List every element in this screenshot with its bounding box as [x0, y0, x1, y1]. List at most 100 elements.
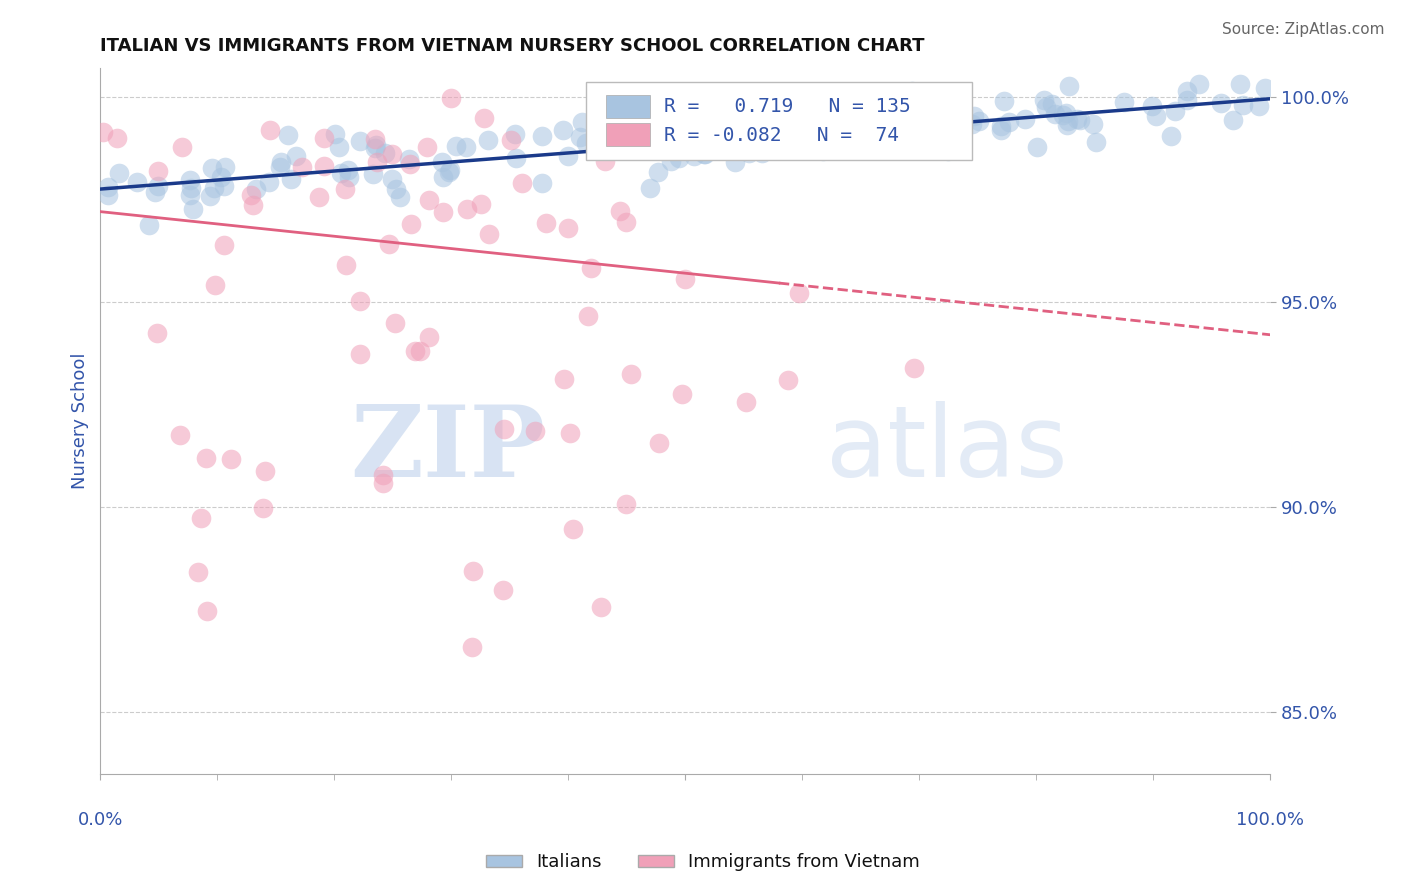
Point	[838, 103, 860, 118]
Point	[105, 131, 128, 145]
Point	[333, 182, 356, 196]
Point	[169, 427, 191, 442]
Point	[145, 326, 167, 341]
Point	[389, 190, 412, 204]
Point	[418, 330, 440, 344]
Point	[640, 180, 662, 194]
Point	[108, 166, 131, 180]
Point	[960, 117, 983, 131]
Point	[245, 182, 267, 196]
Point	[706, 110, 728, 124]
Point	[127, 175, 149, 189]
Point	[807, 102, 830, 116]
Point	[1140, 99, 1163, 113]
Point	[571, 115, 593, 129]
Point	[792, 112, 814, 127]
Point	[364, 138, 387, 153]
Point	[579, 260, 602, 275]
Point	[143, 185, 166, 199]
Legend: Italians, Immigrants from Vietnam: Italians, Immigrants from Vietnam	[478, 847, 928, 879]
Point	[259, 123, 281, 137]
Point	[738, 146, 761, 161]
Point	[673, 272, 696, 286]
Text: ZIP: ZIP	[350, 401, 546, 498]
Point	[381, 171, 404, 186]
Point	[398, 153, 420, 167]
Point	[551, 122, 574, 136]
Point	[609, 203, 631, 218]
Point	[492, 422, 515, 436]
Point	[927, 120, 949, 134]
Point	[733, 117, 755, 131]
Point	[914, 120, 936, 134]
Point	[257, 175, 280, 189]
Point	[385, 182, 408, 196]
Point	[703, 119, 725, 133]
Point	[593, 153, 616, 168]
Point	[693, 147, 716, 161]
Point	[371, 476, 394, 491]
Point	[963, 109, 986, 123]
FancyBboxPatch shape	[606, 95, 651, 118]
Point	[787, 286, 810, 301]
Text: R = -0.082   N =  74: R = -0.082 N = 74	[664, 126, 900, 145]
Point	[1026, 140, 1049, 154]
Point	[1112, 95, 1135, 110]
Point	[1045, 107, 1067, 121]
Point	[242, 198, 264, 212]
Point	[1057, 79, 1080, 94]
Point	[530, 128, 553, 143]
Point	[575, 136, 598, 150]
Point	[1160, 128, 1182, 143]
Point	[349, 347, 371, 361]
Point	[1035, 100, 1057, 114]
Point	[361, 168, 384, 182]
Point	[534, 216, 557, 230]
Point	[398, 157, 420, 171]
Point	[314, 131, 336, 145]
Text: ITALIAN VS IMMIGRANTS FROM VIETNAM NURSERY SCHOOL CORRELATION CHART: ITALIAN VS IMMIGRANTS FROM VIETNAM NURSE…	[100, 37, 925, 55]
Point	[776, 373, 799, 387]
Point	[349, 134, 371, 148]
Point	[728, 137, 751, 152]
Point	[1211, 95, 1233, 110]
Point	[432, 154, 454, 169]
Point	[932, 114, 955, 128]
Point	[735, 395, 758, 409]
Point	[993, 95, 1015, 109]
Point	[312, 159, 335, 173]
Point	[723, 155, 745, 169]
FancyBboxPatch shape	[606, 123, 651, 146]
Text: atlas: atlas	[825, 401, 1067, 498]
Point	[844, 143, 866, 157]
Text: R =   0.719   N = 135: R = 0.719 N = 135	[664, 97, 911, 116]
Point	[472, 112, 495, 126]
Point	[364, 141, 387, 155]
Point	[505, 151, 527, 165]
Point	[285, 149, 308, 163]
Point	[195, 604, 218, 618]
Point	[409, 343, 432, 358]
Point	[180, 181, 202, 195]
Point	[204, 277, 226, 292]
Point	[190, 511, 212, 525]
Point	[1188, 78, 1211, 92]
Point	[239, 187, 262, 202]
Point	[381, 146, 404, 161]
Point	[808, 131, 831, 145]
Point	[648, 436, 671, 450]
Point	[505, 127, 527, 141]
Point	[751, 146, 773, 161]
Point	[661, 153, 683, 168]
Point	[91, 125, 114, 139]
Point	[179, 172, 201, 186]
Point	[703, 134, 725, 148]
Point	[209, 169, 232, 184]
Point	[198, 189, 221, 203]
Point	[839, 128, 862, 142]
Point	[553, 372, 575, 386]
Point	[337, 169, 360, 184]
Point	[181, 202, 204, 216]
Point	[512, 176, 534, 190]
Point	[614, 497, 637, 511]
